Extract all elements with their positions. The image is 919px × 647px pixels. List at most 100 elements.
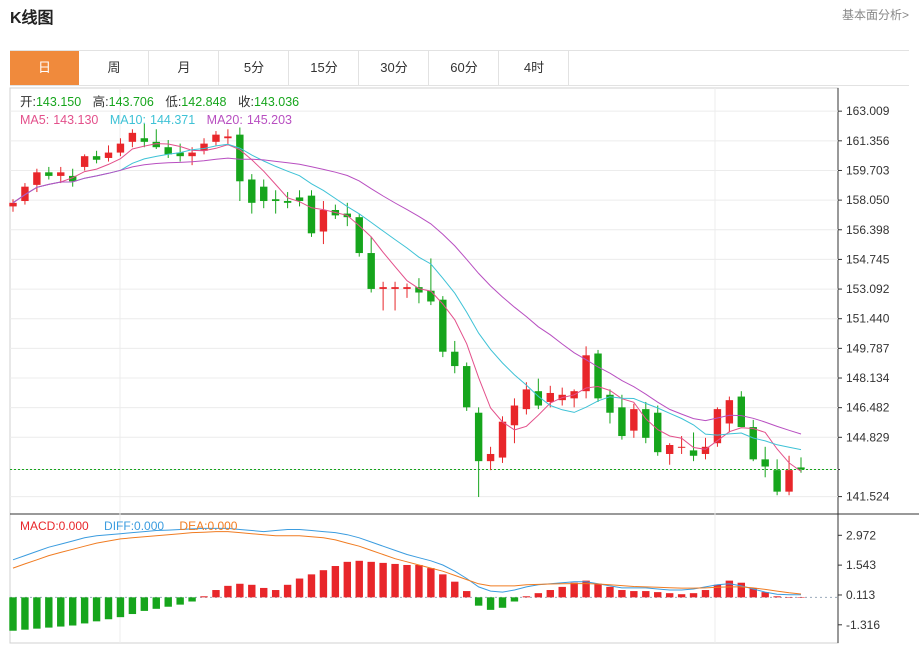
macd-bar: [689, 593, 698, 598]
open-value: 143.150: [36, 95, 81, 109]
candle-body: [403, 287, 411, 289]
ma-legend: MA5: 143.130 MA10: 144.371 MA20: 145.203: [20, 113, 292, 127]
candle-body: [260, 186, 268, 202]
candle-body: [92, 156, 101, 160]
candle-body: [33, 172, 41, 185]
macd-bar: [701, 590, 710, 598]
candle-body: [140, 138, 149, 142]
macd-bar: [319, 570, 328, 598]
candle-body: [749, 427, 757, 460]
macd-bar: [271, 590, 280, 598]
tab-week[interactable]: 周: [80, 51, 149, 85]
price-tick-label: 149.787: [846, 341, 890, 355]
macd-bar: [176, 597, 184, 605]
candle-body: [68, 175, 77, 182]
macd-bar: [498, 597, 507, 608]
macd-bar: [618, 590, 626, 598]
macd-bar: [92, 597, 101, 622]
candle-body: [462, 366, 471, 408]
tab-month[interactable]: 月: [150, 51, 219, 85]
ma5-line: [12, 143, 802, 472]
macd-bar: [582, 580, 590, 598]
candle-body: [45, 172, 53, 176]
macd-bar: [367, 561, 375, 598]
period-tabs: 日 周 月 5分 15分 30分 60分 4时: [10, 50, 909, 86]
macd-bar: [164, 597, 172, 607]
candle-body: [594, 353, 602, 399]
candle-body: [701, 446, 710, 454]
candle-body: [677, 446, 686, 448]
diff-value: 0.000: [134, 519, 164, 533]
macd-bar: [33, 597, 41, 629]
macd-label: MACD:: [20, 519, 59, 533]
plot-frame: [9, 87, 839, 644]
macd-bar: [283, 584, 292, 598]
macd-bar: [116, 597, 125, 618]
macd-bar: [642, 591, 650, 598]
candle-body: [212, 134, 220, 142]
candle-body: [654, 412, 662, 453]
candle-body: [248, 179, 256, 203]
candle-body: [128, 132, 137, 142]
macd-bar: [248, 584, 256, 598]
macd-bar: [797, 597, 805, 598]
macd-bar: [737, 582, 746, 598]
ma5-value: 143.130: [53, 113, 98, 127]
candle-body: [176, 152, 184, 157]
price-tick-label: 151.440: [846, 312, 890, 326]
candle-body: [737, 396, 746, 428]
candle-body: [379, 287, 387, 289]
ma5-label: MA5:: [20, 113, 49, 127]
macd-bar: [343, 561, 352, 598]
price-tick-label: 154.745: [846, 252, 890, 266]
macd-bar: [654, 592, 662, 598]
low-value: 142.848: [181, 95, 226, 109]
tab-4hour[interactable]: 4时: [500, 51, 569, 85]
candle-body: [474, 412, 483, 462]
ma10-value: 144.371: [150, 113, 195, 127]
macd-bar: [570, 582, 578, 598]
candle-body: [451, 351, 459, 367]
tab-15min[interactable]: 15分: [290, 51, 359, 85]
candle-body: [534, 391, 543, 406]
macd-bar: [9, 597, 17, 631]
moving-averages: [12, 143, 802, 472]
low-label: 低:: [165, 95, 181, 109]
tab-day[interactable]: 日: [10, 51, 79, 85]
macd-bar: [486, 597, 495, 610]
tab-30min[interactable]: 30分: [360, 51, 429, 85]
candle-body: [785, 470, 793, 492]
candle-body: [725, 400, 734, 424]
macd-bar: [128, 597, 137, 615]
candle-body: [21, 186, 29, 202]
macd-bar: [451, 581, 459, 598]
ohlc-legend: 开:143.150 高:143.706 低:142.848 收:143.036: [20, 94, 299, 109]
candle-body: [522, 389, 531, 410]
candle-body: [355, 217, 363, 254]
macd-bar: [200, 596, 208, 598]
macd-bar: [594, 583, 602, 598]
candle-body: [486, 453, 495, 462]
candle-body: [391, 287, 399, 289]
tab-5min[interactable]: 5分: [220, 51, 289, 85]
candle-body: [582, 355, 590, 392]
ma20-line: [12, 157, 802, 435]
macd-tick-label: 2.972: [846, 528, 876, 542]
macd-tick-label: 1.543: [846, 558, 876, 572]
candle-body: [618, 407, 626, 437]
dea-line: [12, 531, 802, 595]
candle-body: [427, 290, 435, 302]
price-tick-label: 144.829: [846, 430, 890, 444]
diff-label: DIFF:: [104, 519, 134, 533]
price-tick-label: 161.356: [846, 134, 890, 148]
close-value: 143.036: [254, 95, 299, 109]
tab-60min[interactable]: 60分: [430, 51, 499, 85]
fundamentals-link[interactable]: 基本面分析>: [841, 8, 909, 22]
candle-body: [498, 421, 507, 458]
macd-bar: [57, 597, 65, 627]
macd-bar: [212, 590, 220, 598]
candle-body: [295, 197, 304, 202]
candle-body: [104, 152, 113, 158]
ma20-value: 145.203: [247, 113, 292, 127]
